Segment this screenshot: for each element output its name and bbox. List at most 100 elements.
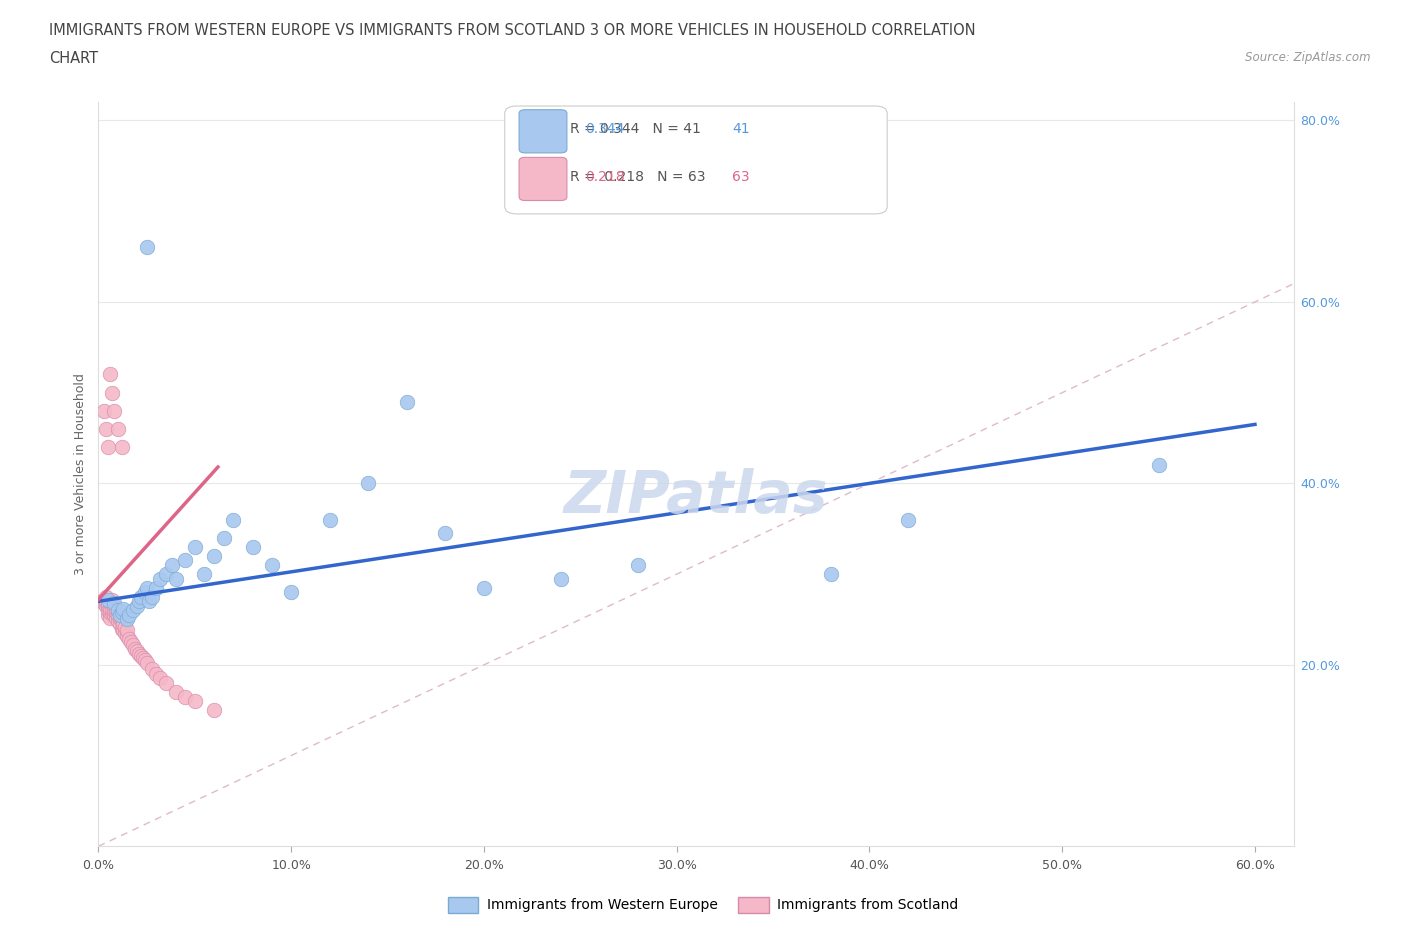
Point <box>319 512 342 527</box>
Point <box>202 549 225 564</box>
Point <box>94 594 117 609</box>
Text: R = 0.344   N = 41: R = 0.344 N = 41 <box>571 123 702 137</box>
Point <box>434 525 457 540</box>
Point <box>184 694 207 709</box>
Point <box>550 571 572 586</box>
Point <box>101 601 124 616</box>
Point <box>97 598 120 613</box>
Text: 0.218: 0.218 <box>585 170 624 184</box>
Point <box>110 604 132 619</box>
Point <box>125 644 148 658</box>
Point <box>174 689 197 704</box>
Point <box>242 539 264 554</box>
FancyBboxPatch shape <box>519 110 567 153</box>
Point <box>94 598 117 613</box>
Point <box>129 590 152 604</box>
Point <box>98 601 121 616</box>
FancyBboxPatch shape <box>519 157 567 201</box>
Point <box>110 621 132 636</box>
Text: IMMIGRANTS FROM WESTERN EUROPE VS IMMIGRANTS FROM SCOTLAND 3 OR MORE VEHICLES IN: IMMIGRANTS FROM WESTERN EUROPE VS IMMIGR… <box>49 23 976 38</box>
Point <box>129 648 152 663</box>
Point <box>98 367 121 382</box>
Point <box>97 592 120 607</box>
Point <box>134 653 156 668</box>
Point <box>135 656 157 671</box>
Point <box>94 421 117 436</box>
Point <box>472 580 495 595</box>
Point <box>149 571 172 586</box>
Point <box>193 566 215 581</box>
Point <box>135 240 157 255</box>
Point <box>98 610 121 625</box>
Point <box>97 440 120 455</box>
Point <box>103 598 125 613</box>
Point <box>114 619 136 634</box>
Point <box>118 607 141 622</box>
Point <box>122 603 145 618</box>
Text: R =  0.218   N = 63: R = 0.218 N = 63 <box>571 170 706 184</box>
Point <box>135 580 157 595</box>
Point <box>107 421 129 436</box>
Point <box>222 512 245 527</box>
Point <box>174 553 197 568</box>
FancyBboxPatch shape <box>505 106 887 214</box>
Text: 41: 41 <box>733 123 749 137</box>
Point <box>395 394 418 409</box>
Point <box>103 607 125 622</box>
Point <box>357 476 380 491</box>
Point <box>260 558 283 573</box>
Point <box>110 440 132 455</box>
Point <box>101 385 124 400</box>
Point <box>107 614 129 629</box>
Point <box>165 684 187 699</box>
Point <box>104 601 127 616</box>
Point <box>91 594 114 609</box>
Point <box>897 512 920 527</box>
Point <box>125 598 148 613</box>
Point <box>184 539 207 554</box>
Point <box>128 646 150 661</box>
Point <box>134 585 156 600</box>
Point <box>110 614 132 629</box>
Point <box>107 607 129 622</box>
Point <box>104 610 127 625</box>
Point <box>149 671 172 686</box>
Point <box>212 530 235 545</box>
Point <box>103 603 125 618</box>
Point <box>94 590 117 604</box>
Point <box>155 675 177 690</box>
Point <box>103 404 125 418</box>
Point <box>93 404 115 418</box>
Y-axis label: 3 or more Vehicles in Household: 3 or more Vehicles in Household <box>73 373 87 576</box>
Point <box>112 601 135 616</box>
Point <box>160 558 183 573</box>
Point <box>114 626 136 641</box>
Point <box>101 596 124 611</box>
Point <box>117 623 139 638</box>
Point <box>1147 458 1170 472</box>
Point <box>97 607 120 622</box>
Text: CHART: CHART <box>49 51 98 66</box>
Point <box>103 596 125 611</box>
Point <box>165 571 187 586</box>
Point <box>98 604 121 619</box>
Point <box>122 637 145 652</box>
Point <box>155 566 177 581</box>
Point <box>128 594 150 609</box>
Text: Source: ZipAtlas.com: Source: ZipAtlas.com <box>1246 51 1371 64</box>
Point <box>108 610 131 625</box>
Point <box>98 596 121 611</box>
Text: 63: 63 <box>733 170 749 184</box>
Point <box>97 596 120 611</box>
Point <box>138 594 160 609</box>
Point <box>112 617 135 631</box>
Legend: Immigrants from Western Europe, Immigrants from Scotland: Immigrants from Western Europe, Immigran… <box>441 891 965 919</box>
Point <box>145 580 167 595</box>
Point <box>101 592 124 607</box>
Point <box>141 662 163 677</box>
Point <box>117 629 139 644</box>
Point <box>202 703 225 718</box>
Point <box>104 604 127 619</box>
Point <box>141 590 163 604</box>
Point <box>820 566 842 581</box>
